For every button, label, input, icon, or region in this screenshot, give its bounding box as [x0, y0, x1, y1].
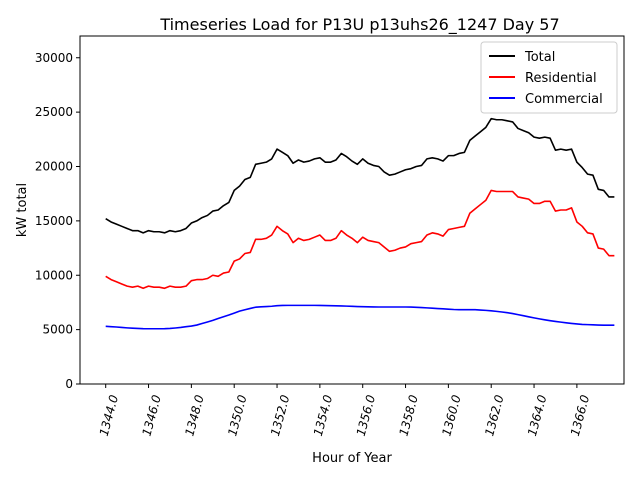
plot-frame [79, 35, 625, 385]
y-tick-label: 15000 [35, 214, 73, 228]
y-axis: 0 5000 10000 15000 20000 25000 30000 [35, 51, 80, 391]
y-tick-label: 20000 [35, 160, 73, 174]
plot-lines [105, 117, 615, 330]
legend-label-residential: Residential [525, 71, 597, 86]
y-tick-label: 10000 [35, 268, 73, 282]
series-line-commercial [105, 304, 615, 330]
series-line-residential [105, 189, 615, 290]
legend: Total Residential Commercial [480, 41, 618, 114]
series-line-total [105, 117, 615, 234]
y-tick-label: 0 [65, 377, 73, 391]
y-axis-label: kW total [15, 183, 30, 237]
legend-label-total: Total [524, 50, 555, 65]
y-tick-label: 25000 [35, 105, 73, 119]
y-tick-label: 30000 [35, 51, 73, 65]
legend-box [480, 41, 618, 114]
y-tick-label: 5000 [42, 323, 73, 337]
x-axis-label: Hour of Year [312, 451, 392, 466]
chart-title: Timeseries Load for P13U p13uhs26_1247 D… [159, 15, 559, 35]
legend-label-commercial: Commercial [525, 92, 603, 107]
